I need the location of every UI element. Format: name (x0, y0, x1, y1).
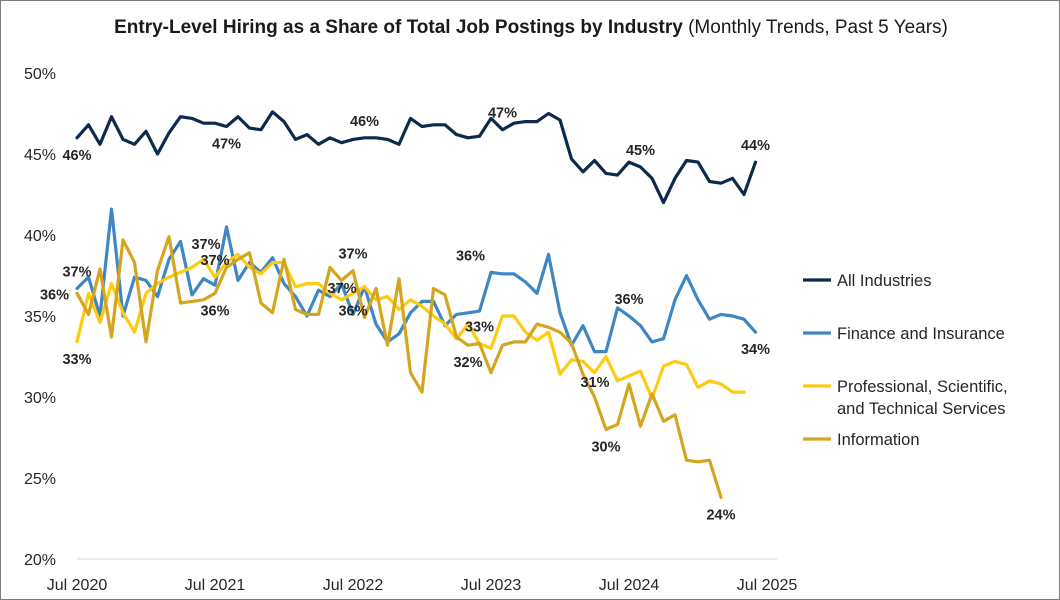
chart-subtitle: (Monthly Trends, Past 5 Years) (688, 17, 948, 38)
legend-label: and Technical Services (837, 400, 1005, 418)
data-label: 30% (764, 0, 793, 4)
data-label: 34% (741, 342, 770, 358)
data-label: 46% (62, 148, 91, 164)
data-label: 31% (580, 375, 609, 391)
chart-title: Entry-Level Hiring as a Share of Total J… (111, 15, 951, 41)
series-line-0 (75, 110, 758, 205)
legend-label: Professional, Scientific, (837, 378, 1008, 396)
data-label: 36% (338, 303, 367, 319)
data-label: 45% (626, 143, 655, 159)
data-label: 32% (453, 355, 482, 371)
data-label: 44% (741, 138, 770, 154)
y-tick-label: 45% (24, 147, 56, 164)
data-label: 37% (200, 253, 229, 269)
legend-label: Finance and Insurance (837, 325, 1005, 343)
x-tick-label: Jul 2023 (461, 577, 522, 594)
data-label: 33% (465, 320, 494, 336)
y-axis: 20% 25% 30% 35% 40% 45% 50% (24, 66, 56, 569)
x-tick-label: Jul 2020 (47, 577, 108, 594)
legend: All Industries Finance and Insurance Profe… (803, 272, 1008, 449)
y-tick-label: 30% (24, 390, 56, 407)
data-label: 47% (488, 106, 517, 122)
x-tick-label: Jul 2025 (737, 577, 798, 594)
y-tick-label: 35% (24, 309, 56, 326)
y-tick-label: 40% (24, 228, 56, 245)
y-tick-label: 50% (24, 66, 56, 83)
chart-title-main: Entry-Level Hiring as a Share of Total J… (114, 17, 683, 38)
y-tick-label: 20% (24, 552, 56, 569)
x-axis: Jul 2020 Jul 2021 Jul 2022 Jul 2023 Jul 2024… (47, 577, 798, 594)
data-labels: 46%47%46%47%45% 44%37%37%37%36%36%34%33%3… (40, 0, 793, 523)
data-label: 36% (456, 248, 485, 264)
data-label: 24% (706, 507, 735, 523)
legend-label: All Industries (837, 272, 931, 290)
x-tick-label: Jul 2021 (185, 577, 246, 594)
data-label: 33% (62, 352, 91, 368)
data-label: 37% (62, 264, 91, 280)
data-label: 47% (212, 136, 241, 152)
series-line-3 (75, 235, 723, 499)
data-label: 30% (591, 439, 620, 455)
series-line-2 (75, 252, 746, 401)
x-tick-label: Jul 2024 (599, 577, 660, 594)
data-label: 36% (200, 303, 229, 319)
x-tick-label: Jul 2022 (323, 577, 384, 594)
data-label: 37% (338, 247, 367, 263)
data-label: 37% (327, 281, 356, 297)
data-label: 36% (40, 287, 69, 303)
data-label: 46% (350, 114, 379, 130)
series-line-1 (75, 207, 758, 354)
legend-label: Information (837, 431, 920, 449)
data-label: 37% (191, 237, 220, 253)
series-lines (75, 110, 758, 499)
data-label: 36% (614, 292, 643, 308)
y-tick-label: 25% (24, 471, 56, 488)
